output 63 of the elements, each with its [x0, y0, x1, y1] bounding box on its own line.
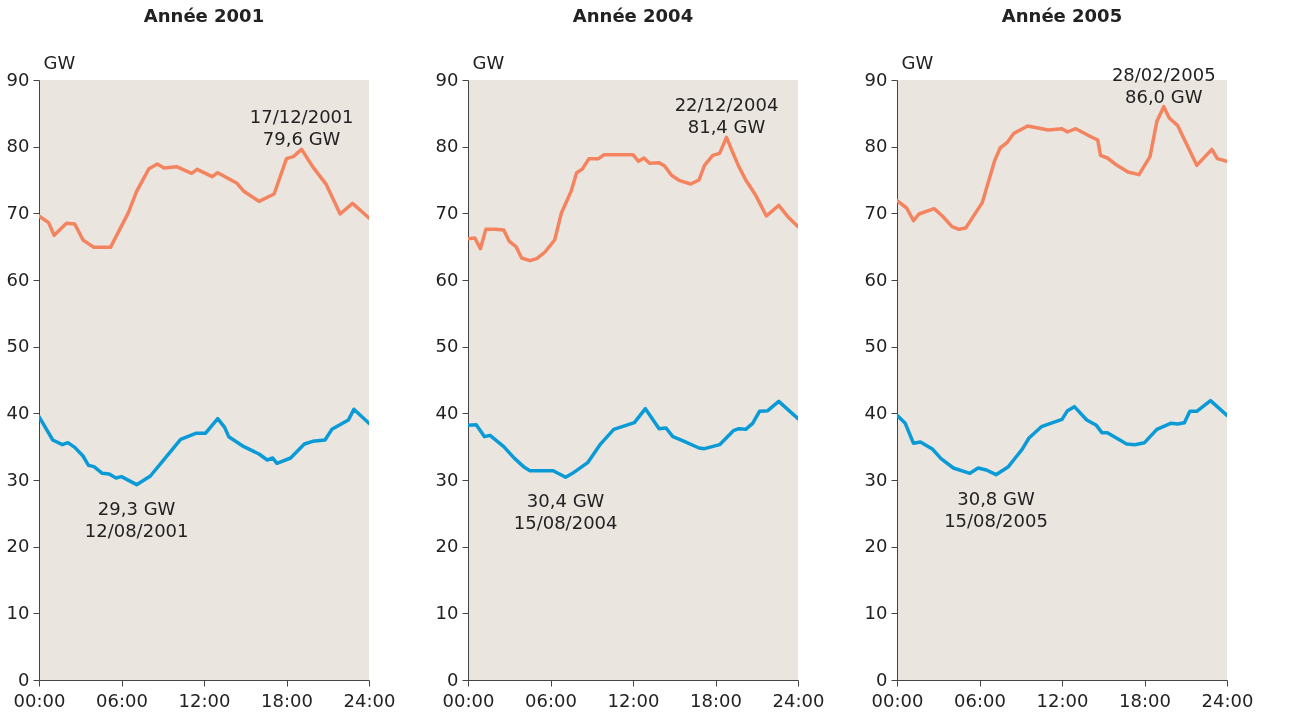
annotation: 30,8 GW 15/08/2005 [944, 487, 1048, 531]
x-tick-label: 12:00 [607, 689, 660, 711]
x-tick-label: 00:00 [871, 689, 924, 711]
y-tick-label: 40 [6, 401, 30, 423]
x-tick-label: 18:00 [261, 689, 313, 711]
x-tick-label: 24:00 [343, 689, 396, 711]
y-tick-label: 60 [435, 268, 459, 290]
y-tick-label: 10 [435, 601, 459, 623]
chart-title: Année 2005 [1001, 5, 1123, 26]
y-tick-label: 80 [435, 135, 459, 157]
y-tick-label: 60 [864, 268, 888, 290]
y-tick-label: 80 [6, 135, 30, 157]
annotation: 29,3 GW 12/08/2001 [84, 497, 189, 541]
line-series [39, 407, 369, 487]
y-tick-label: 50 [6, 335, 30, 357]
y-tick-label: 70 [435, 201, 459, 223]
y-tick-label: 10 [864, 601, 888, 623]
y-tick-label: 30 [6, 468, 30, 490]
annotation: 28/02/2005 86,0 GW [1111, 63, 1216, 107]
y-tick-label: 90 [864, 68, 888, 90]
line-series [897, 104, 1227, 232]
line-series [468, 135, 798, 263]
annotation: 22/12/2004 81,4 GW [674, 94, 779, 138]
y-tick-label: 10 [6, 601, 30, 623]
y-tick-label: 70 [6, 201, 30, 223]
y-tick-label: 20 [864, 535, 888, 557]
x-tick-label: 06:00 [954, 689, 1006, 711]
y-tick-label: 20 [6, 535, 30, 557]
chart-title: Année 2004 [572, 5, 694, 26]
y-tick-label: 90 [435, 68, 459, 90]
y-tick-label: 30 [435, 468, 459, 490]
y-axis-title: GW [472, 51, 505, 73]
y-tick-label: 80 [864, 135, 888, 157]
y-axis-title: GW [43, 51, 76, 73]
line-series [897, 398, 1227, 477]
y-tick-label: 40 [864, 401, 888, 423]
y-tick-label: 50 [864, 335, 888, 357]
y-tick-label: 60 [6, 268, 30, 290]
annotation: 30,4 GW 15/08/2004 [513, 490, 618, 534]
y-tick-label: 40 [435, 401, 459, 423]
x-tick-label: 06:00 [96, 689, 148, 711]
x-tick-label: 12:00 [1036, 689, 1089, 711]
x-tick-label: 18:00 [1119, 689, 1171, 711]
y-tick-label: 90 [6, 68, 30, 90]
x-tick-label: 06:00 [525, 689, 577, 711]
y-tick-label: 0 [18, 668, 30, 690]
x-tick-label: 24:00 [772, 689, 825, 711]
y-tick-label: 50 [435, 335, 459, 357]
y-tick-label: 20 [435, 535, 459, 557]
x-tick-label: 24:00 [1201, 689, 1254, 711]
y-tick-label: 70 [864, 201, 888, 223]
y-tick-label: 30 [864, 468, 888, 490]
y-tick-label: 0 [447, 668, 459, 690]
line-series [39, 147, 369, 250]
y-axis-title: GW [901, 51, 934, 73]
chart-title: Année 2001 [143, 5, 265, 26]
line-series [468, 399, 798, 480]
x-tick-label: 18:00 [690, 689, 742, 711]
x-tick-label: 00:00 [442, 689, 495, 711]
x-tick-label: 00:00 [13, 689, 66, 711]
x-tick-label: 12:00 [178, 689, 231, 711]
annotation: 17/12/2001 79,6 GW [249, 106, 354, 150]
y-tick-label: 0 [876, 668, 888, 690]
